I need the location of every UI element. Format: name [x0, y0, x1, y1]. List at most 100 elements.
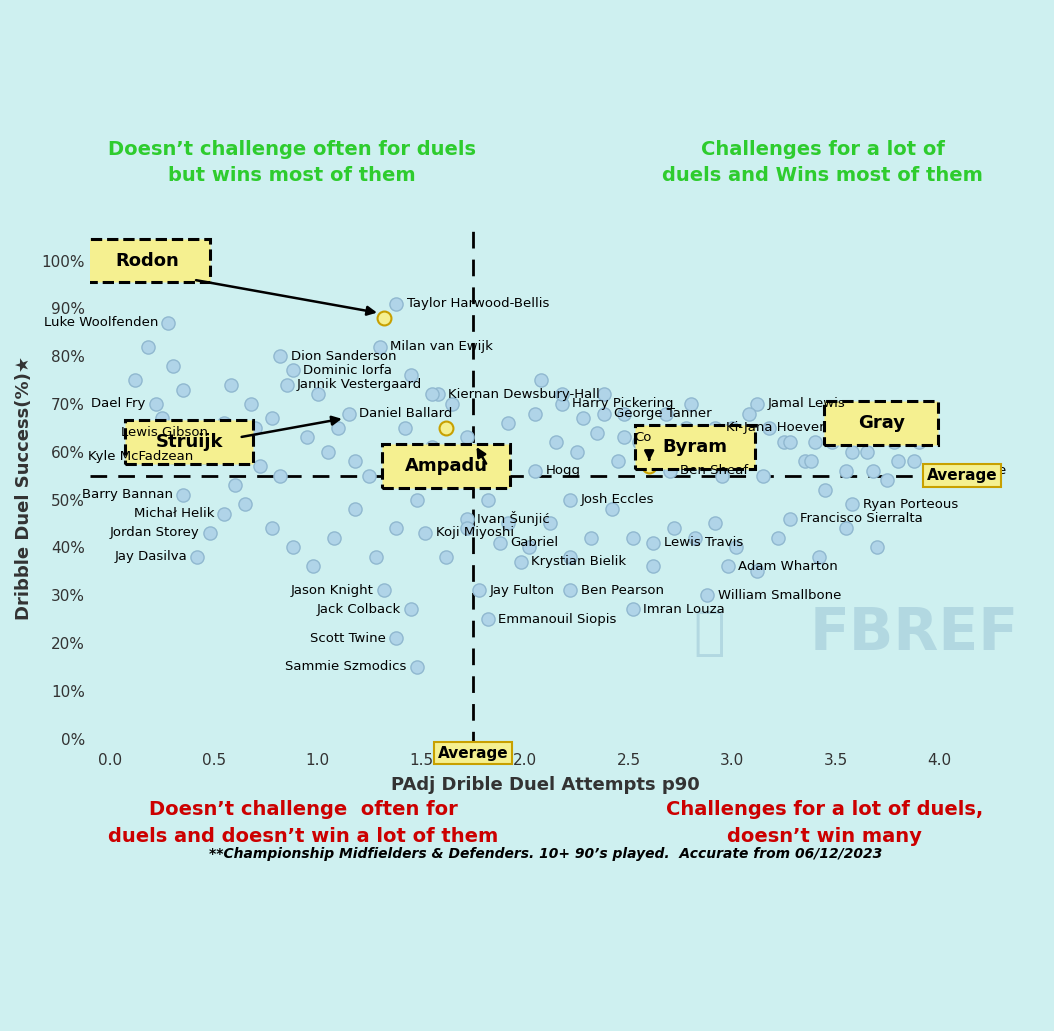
Point — [686, 530, 703, 546]
Point — [838, 520, 855, 536]
Text: Doesn’t challenge  often for
duels and doesn’t win a lot of them: Doesn’t challenge often for duels and do… — [108, 800, 499, 845]
Point — [264, 410, 280, 427]
Point — [637, 425, 653, 441]
Text: Ivan Šunjić: Ivan Šunjić — [477, 511, 550, 526]
Text: Ampadu: Ampadu — [405, 457, 488, 475]
Point — [596, 405, 612, 422]
Point — [423, 387, 440, 403]
Point — [347, 501, 364, 518]
Text: FBREF: FBREF — [809, 605, 1019, 662]
Text: William Smallbone: William Smallbone — [718, 589, 841, 602]
Point — [858, 443, 875, 460]
Point — [227, 477, 243, 494]
Point — [920, 463, 937, 479]
Point — [175, 487, 192, 503]
Point — [645, 558, 662, 574]
Point — [480, 443, 496, 460]
Point — [388, 295, 405, 311]
Text: Hogg: Hogg — [546, 464, 581, 477]
Point — [769, 530, 786, 546]
Point — [437, 548, 454, 565]
Point — [319, 443, 336, 460]
Point — [305, 558, 321, 574]
Text: Taylor Harwood-Bellis: Taylor Harwood-Bellis — [407, 297, 549, 310]
Point — [527, 405, 544, 422]
Point — [624, 601, 641, 618]
Text: Ben Pearson: Ben Pearson — [581, 584, 664, 597]
Point — [340, 405, 357, 422]
Point — [547, 434, 564, 451]
Point — [879, 472, 896, 489]
Point — [906, 453, 923, 469]
Point — [890, 453, 906, 469]
Point — [727, 539, 744, 556]
Point — [761, 420, 778, 436]
Point — [437, 420, 454, 436]
Point — [264, 520, 280, 536]
Point — [692, 453, 709, 469]
Point — [429, 387, 446, 403]
Text: Adam Wharton: Adam Wharton — [738, 560, 838, 573]
Text: Ki-Jana Hoever: Ki-Jana Hoever — [726, 422, 824, 434]
Point — [126, 372, 143, 389]
Point — [403, 367, 419, 384]
Text: Francisco Sierralta: Francisco Sierralta — [800, 512, 923, 525]
Point — [609, 453, 626, 469]
Point — [748, 396, 765, 412]
Point — [216, 414, 233, 431]
Text: Harry Pickering: Harry Pickering — [572, 397, 674, 410]
Text: Dion Sanderson: Dion Sanderson — [291, 350, 396, 363]
Point — [272, 467, 289, 484]
Point — [699, 587, 716, 603]
FancyBboxPatch shape — [85, 239, 210, 282]
Text: Daniel Ballard: Daniel Ballard — [359, 407, 452, 420]
Text: Lewis Gibson: Lewis Gibson — [121, 426, 208, 439]
Text: Lewis Travis: Lewis Travis — [664, 536, 743, 550]
Point — [299, 429, 316, 445]
Point — [465, 443, 482, 460]
FancyBboxPatch shape — [382, 444, 510, 488]
Point — [806, 434, 823, 451]
Point — [589, 425, 606, 441]
Point — [734, 443, 750, 460]
Text: Koji Miyoshi: Koji Miyoshi — [435, 527, 514, 539]
Point — [500, 516, 516, 532]
Text: Jay Dasilva: Jay Dasilva — [114, 551, 187, 563]
Point — [645, 534, 662, 551]
FancyBboxPatch shape — [824, 401, 938, 444]
Point — [471, 583, 488, 599]
Point — [403, 601, 419, 618]
Point — [802, 453, 819, 469]
Point — [542, 516, 559, 532]
Point — [242, 396, 259, 412]
Point — [838, 463, 855, 479]
Text: Gabriel: Gabriel — [510, 536, 559, 550]
Point — [480, 492, 496, 508]
Point — [388, 630, 405, 646]
Point — [375, 309, 392, 326]
Text: Krystian Bielik: Krystian Bielik — [531, 555, 626, 568]
Point — [139, 338, 156, 355]
Point — [458, 520, 475, 536]
Text: Challenges for a lot of duels,
doesn’t win many: Challenges for a lot of duels, doesn’t w… — [666, 800, 983, 845]
Point — [480, 610, 496, 627]
Point — [604, 501, 621, 518]
Text: Kiernan Dewsbury-Hall: Kiernan Dewsbury-Hall — [448, 388, 600, 401]
Point — [658, 405, 675, 422]
Point — [662, 463, 679, 479]
Point — [417, 525, 434, 541]
Point — [527, 463, 544, 479]
Point — [347, 453, 364, 469]
Point — [553, 396, 570, 412]
Point — [724, 420, 741, 436]
Text: Struijk: Struijk — [155, 433, 222, 452]
Point — [678, 420, 695, 436]
Point — [396, 420, 413, 436]
Text: Jack Colback: Jack Colback — [316, 603, 401, 616]
Text: Sammie Szmodics: Sammie Szmodics — [286, 660, 407, 673]
FancyBboxPatch shape — [125, 421, 253, 464]
Point — [720, 558, 737, 574]
Point — [776, 434, 793, 451]
Text: Ben Sheaf: Ben Sheaf — [680, 464, 748, 477]
Point — [164, 358, 181, 374]
